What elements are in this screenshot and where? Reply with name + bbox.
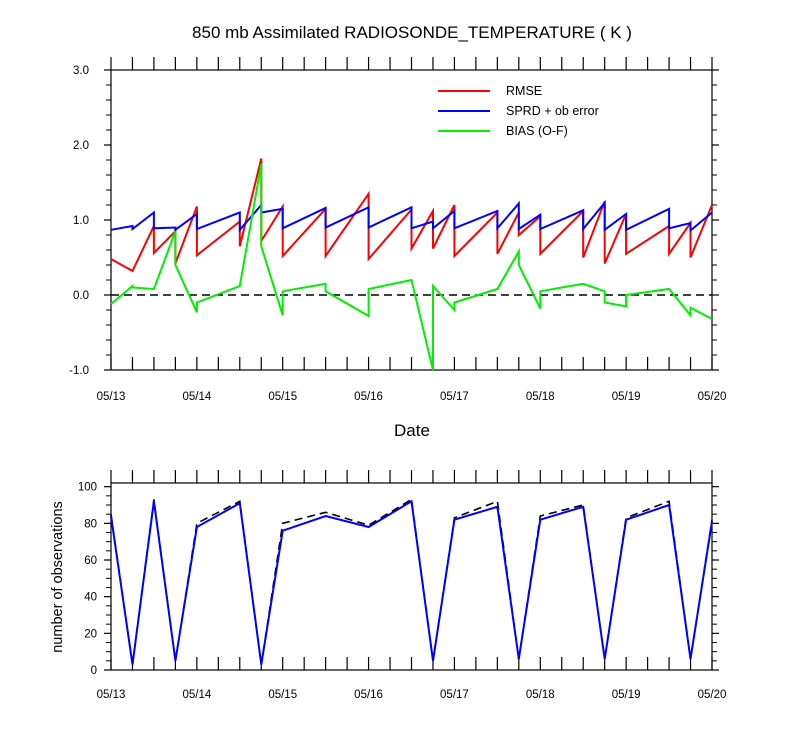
x-tick-label: 05/16 xyxy=(354,391,383,403)
x-tick-label: 05/17 xyxy=(440,391,469,403)
plot-frame xyxy=(110,482,713,671)
x-tick-label: 05/13 xyxy=(97,689,126,701)
legend: RMSE SPRD + ob error BIAS (O-F) xyxy=(438,84,599,138)
y-tick-label: 40 xyxy=(84,592,97,604)
x-tick-label: 05/15 xyxy=(268,391,297,403)
x-tick-label: 05/16 xyxy=(354,689,383,701)
y-tick-label: 80 xyxy=(84,518,97,530)
series-line-rmse xyxy=(110,158,713,273)
x-tick-label: 05/20 xyxy=(698,689,727,701)
legend-label: RMSE xyxy=(506,84,542,98)
x-tick-label: 05/15 xyxy=(268,689,297,701)
legend-label: SPRD + ob error xyxy=(506,104,599,118)
y-tick-label: 1.0 xyxy=(73,215,89,227)
x-axis-label: Date xyxy=(394,421,430,440)
chart-title: 850 mb Assimilated RADIOSONDE_TEMPERATUR… xyxy=(192,23,632,42)
y-tick-label: 2.0 xyxy=(73,140,89,152)
y-tick-label: -1.0 xyxy=(69,365,89,377)
legend-label: BIAS (O-F) xyxy=(506,124,568,138)
top-plot: 05/13 05/14 05/15 05/16 05/17 05/18 05/19 05/20… xyxy=(69,57,726,403)
y-tick-label: 0.0 xyxy=(73,290,89,302)
series-line-assimilated xyxy=(110,499,713,665)
y-tick-label: 100 xyxy=(78,482,97,494)
x-tick-label: 05/18 xyxy=(526,689,555,701)
x-tick-label: 05/18 xyxy=(526,391,555,403)
y-tick-label: 20 xyxy=(84,628,97,640)
x-tick-label: 05/14 xyxy=(182,689,211,701)
y-tick-label: 3.0 xyxy=(73,65,89,77)
x-tick-label: 05/19 xyxy=(612,391,641,403)
x-tick-label: 05/17 xyxy=(440,689,469,701)
y-tick-label: 60 xyxy=(84,555,97,567)
series-line-bias-o-f xyxy=(110,163,713,371)
x-tick-label: 05/20 xyxy=(698,391,727,403)
x-tick-label: 05/14 xyxy=(182,391,211,403)
x-tick-label: 05/13 xyxy=(97,391,126,403)
bottom-plot: 05/13 05/14 05/15 05/16 05/17 05/18 05/19 05/20… xyxy=(78,470,727,701)
x-tick-label: 05/19 xyxy=(612,689,641,701)
y-tick-label: 0 xyxy=(91,665,97,677)
y-axis-label-observations: number of observations xyxy=(50,501,66,653)
series-line-sprd-ob-error xyxy=(110,200,713,233)
